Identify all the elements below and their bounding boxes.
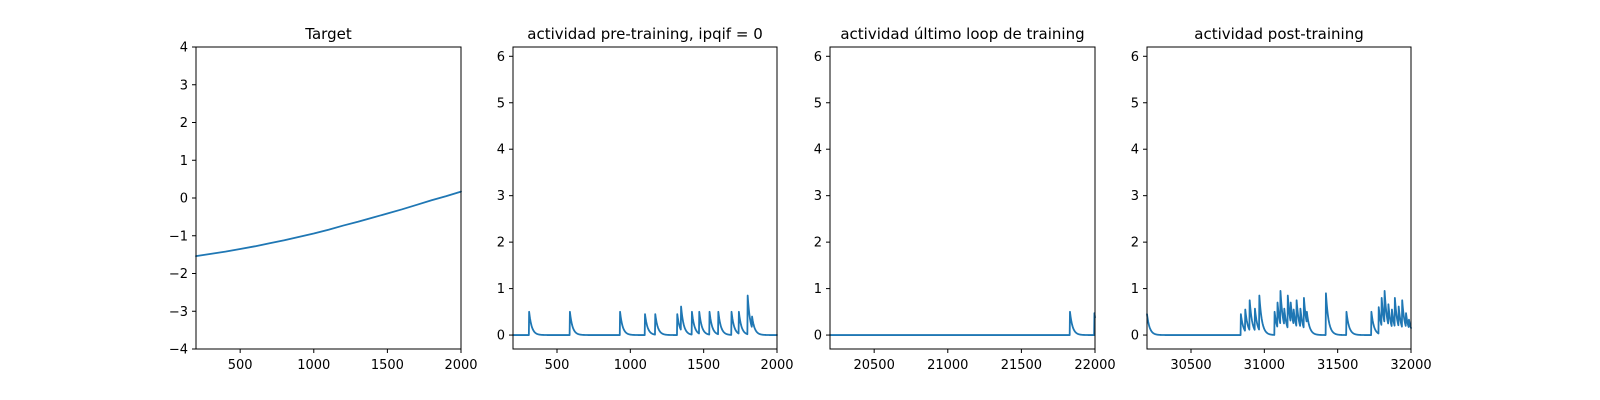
x-tick-label: 21000 (927, 358, 968, 373)
x-tick-label: 2000 (444, 358, 477, 373)
y-tick-label: 4 (814, 143, 822, 158)
y-tick-label: 5 (497, 96, 505, 111)
y-tick-label: 1 (1131, 282, 1139, 297)
y-tick-label: 0 (497, 329, 505, 344)
axes-frame (1146, 46, 1412, 350)
y-tick-label: 2 (180, 116, 188, 131)
series-line-0 (1146, 290, 1412, 336)
x-tick-label: 1500 (687, 358, 720, 373)
x-tick-label: 21500 (1001, 358, 1042, 373)
y-tick-label: 6 (814, 50, 822, 65)
axes-frame (512, 46, 778, 350)
y-tick-label: 0 (180, 192, 188, 207)
x-tick-label: 22000 (1074, 358, 1115, 373)
y-tick-label: 3 (814, 189, 822, 204)
pre-training-title: actividad pre-training, ipqif = 0 (527, 25, 763, 43)
y-tick-label: 1 (497, 282, 505, 297)
y-tick-label: 5 (814, 96, 822, 111)
y-tick-label: 1 (180, 154, 188, 169)
last-loop-panel: actividad último loop de training 20500 2… (814, 25, 1116, 373)
y-tick-label: 3 (1131, 189, 1139, 204)
x-tick-label: 30500 (1170, 358, 1211, 373)
post-training-title: actividad post-training (1194, 25, 1363, 43)
y-tick-label: 4 (1131, 143, 1139, 158)
target-panel: Target 500 1000 1500 2000 −4 −3 −2 −1 0 1 2 3 4 (169, 25, 478, 373)
y-tick-label: 4 (497, 143, 505, 158)
target-title: Target (304, 25, 352, 43)
x-tick-label: 1500 (371, 358, 404, 373)
y-tick-label: 0 (814, 329, 822, 344)
y-tick-label: 3 (497, 189, 505, 204)
y-tick-label: 2 (497, 236, 505, 251)
x-tick-label: 32000 (1390, 358, 1431, 373)
y-tick-label: −2 (169, 267, 188, 282)
y-tick-label: 5 (1131, 96, 1139, 111)
x-tick-label: 31000 (1244, 358, 1285, 373)
x-tick-label: 2000 (760, 358, 793, 373)
pre-training-panel: actividad pre-training, ipqif = 0 500 100… (497, 25, 794, 373)
y-tick-label: −4 (169, 343, 188, 358)
y-tick-label: 6 (497, 50, 505, 65)
x-tick-label: 500 (228, 358, 253, 373)
series-line-0 (829, 310, 1096, 336)
x-tick-label: 20500 (853, 358, 894, 373)
x-tick-label: 1000 (297, 358, 330, 373)
y-tick-label: 1 (814, 282, 822, 297)
y-tick-label: 4 (180, 41, 188, 56)
axes-frame (829, 46, 1096, 350)
y-tick-label: 6 (1131, 50, 1139, 65)
y-tick-label: −1 (169, 229, 188, 244)
y-tick-label: 2 (1131, 236, 1139, 251)
series-line-0 (195, 190, 462, 258)
y-tick-label: 3 (180, 78, 188, 93)
post-training-panel: actividad post-training 30500 31000 31500 3… (1131, 25, 1432, 373)
y-tick-label: 0 (1131, 329, 1139, 344)
x-tick-label: 500 (545, 358, 570, 373)
x-tick-label: 31500 (1317, 358, 1358, 373)
series-line-0 (512, 294, 778, 336)
x-tick-label: 1000 (614, 358, 647, 373)
last-loop-title: actividad último loop de training (840, 25, 1084, 43)
y-tick-label: −3 (169, 305, 188, 320)
y-tick-label: 2 (814, 236, 822, 251)
